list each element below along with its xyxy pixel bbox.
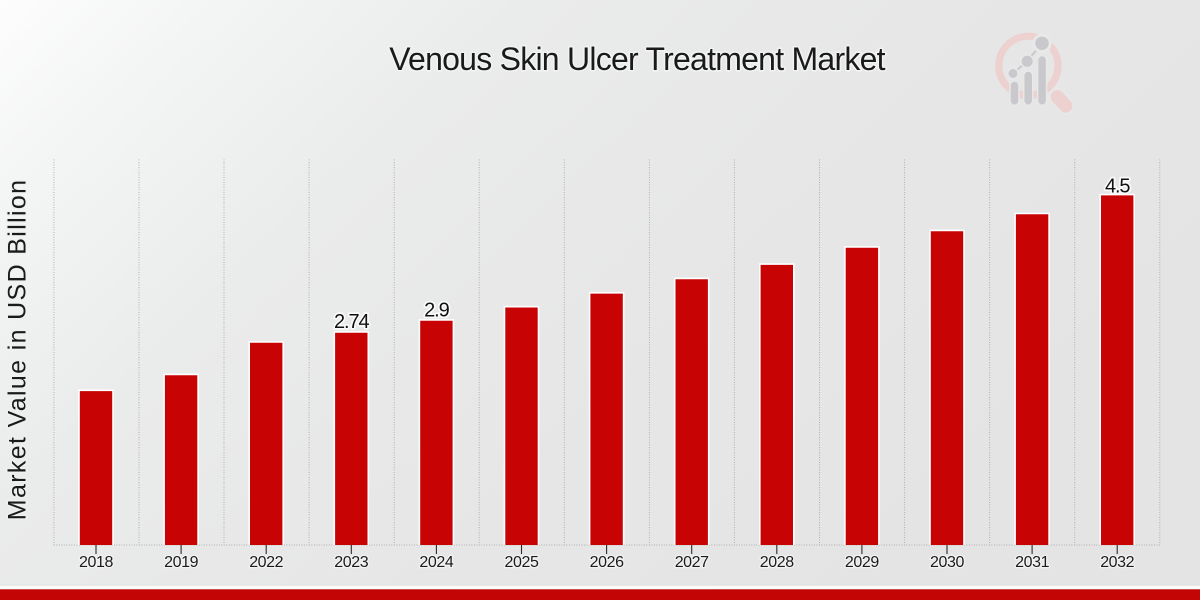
svg-text:4.5: 4.5 xyxy=(1105,175,1130,197)
svg-text:2018: 2018 xyxy=(79,554,113,571)
svg-text:2019: 2019 xyxy=(164,554,198,571)
svg-text:2022: 2022 xyxy=(249,554,283,571)
svg-text:2026: 2026 xyxy=(590,554,624,571)
svg-text:2024: 2024 xyxy=(419,554,453,571)
svg-text:2028: 2028 xyxy=(760,554,794,571)
svg-text:2027: 2027 xyxy=(675,554,709,571)
svg-text:2.74: 2.74 xyxy=(334,311,370,333)
svg-text:2023: 2023 xyxy=(334,554,368,571)
svg-text:2032: 2032 xyxy=(1100,554,1134,571)
svg-text:2030: 2030 xyxy=(930,554,964,571)
svg-text:2.9: 2.9 xyxy=(424,299,449,321)
svg-text:2025: 2025 xyxy=(505,554,539,571)
svg-text:Market Value in USD Billion: Market Value in USD Billion xyxy=(3,179,31,521)
svg-text:Venous Skin Ulcer Treatment Ma: Venous Skin Ulcer Treatment Market xyxy=(389,41,885,77)
svg-text:2031: 2031 xyxy=(1015,554,1049,571)
svg-text:2029: 2029 xyxy=(845,554,879,571)
